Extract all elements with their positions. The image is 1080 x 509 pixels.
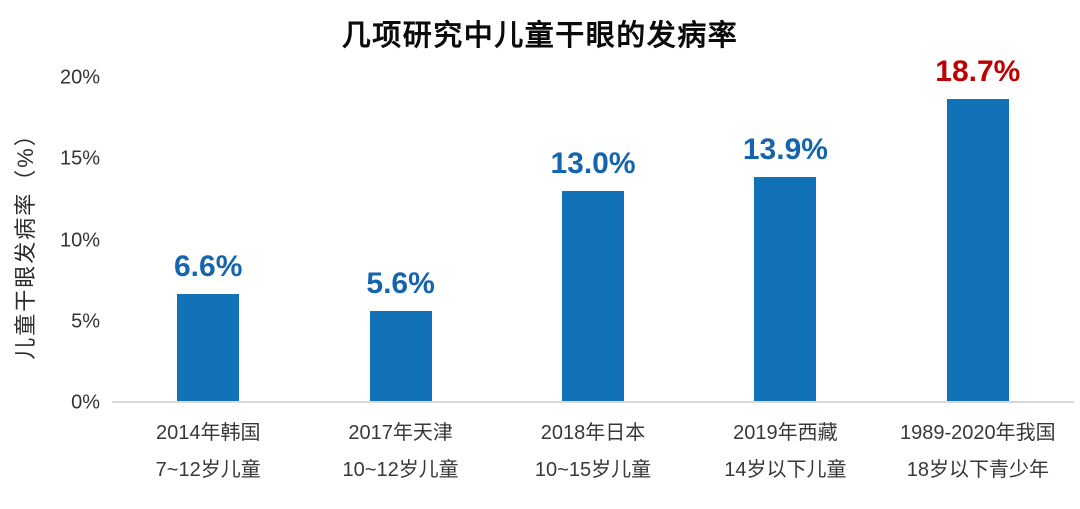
y-tick-label: 5% bbox=[71, 310, 100, 333]
x-axis-label: 2019年西藏 14岁以下儿童 bbox=[689, 415, 881, 489]
x-axis-label: 2017年天津 10~12岁儿童 bbox=[304, 415, 496, 489]
x-axis-label: 2014年韩国 7~12岁儿童 bbox=[112, 415, 304, 489]
x-axis-label: 2018年日本 10~15岁儿童 bbox=[497, 415, 689, 489]
x-axis-label-line1: 2014年韩国 bbox=[155, 422, 261, 444]
plot-area: 6.6% 5.6% 13.0% 13.9% 18.7% bbox=[112, 55, 1074, 403]
bar-value-label: 13.0% bbox=[550, 147, 636, 181]
bar-value-label: 18.7% bbox=[935, 55, 1021, 88]
bar-column: 13.0% bbox=[497, 78, 689, 401]
y-tick-label: 0% bbox=[71, 391, 100, 414]
bar bbox=[562, 191, 625, 401]
y-tick-label: 15% bbox=[59, 147, 100, 170]
bar bbox=[946, 99, 1009, 401]
x-axis-label-line1: 2019年西藏 bbox=[733, 422, 838, 444]
x-axis-label-line1: 1989-2020年我国 bbox=[900, 422, 1056, 444]
x-axis-label-line2: 18岁以下青少年 bbox=[906, 459, 1049, 481]
bar-column: 5.6% bbox=[304, 78, 496, 401]
y-axis-label-container: 儿童干眼发病率（%） bbox=[0, 78, 48, 403]
bar-value-label: 6.6% bbox=[174, 250, 243, 284]
x-axis-labels: 2014年韩国 7~12岁儿童 2017年天津 10~12岁儿童 2018年日本 10~1… bbox=[112, 415, 1074, 489]
x-axis-label-line2: 14岁以下儿童 bbox=[724, 459, 847, 481]
x-axis-label: 1989-2020年我国 18岁以下青少年 bbox=[882, 415, 1074, 489]
bar bbox=[177, 294, 240, 401]
plot-wrap: 6.6% 5.6% 13.0% 13.9% 18.7% 2014年韩国 7~12岁儿童 20… bbox=[112, 55, 1074, 489]
x-axis-label-line2: 10~12岁儿童 bbox=[342, 459, 459, 481]
y-axis-label: 儿童干眼发病率（%） bbox=[13, 121, 38, 360]
x-axis-label-line2: 10~15岁儿童 bbox=[534, 459, 652, 481]
bar-value-label: 5.6% bbox=[366, 266, 435, 300]
bar-value-label: 13.9% bbox=[742, 132, 828, 166]
y-tick-label: 10% bbox=[59, 229, 100, 251]
bar-column: 18.7% bbox=[882, 55, 1074, 401]
y-axis-ticks: 20% 15% 10% 5% 0% bbox=[48, 67, 112, 414]
x-axis-label-line1: 2017年天津 bbox=[348, 422, 453, 444]
chart-title: 几项研究中儿童干眼的发病率 bbox=[341, 20, 739, 52]
chart-area: 儿童干眼发病率（%） 20% 15% 10% 5% 0% 6.6% 5.6% 13.0% 13… bbox=[0, 55, 1080, 489]
bar-column: 13.9% bbox=[689, 78, 881, 401]
x-axis-label-line1: 2018年日本 bbox=[540, 422, 646, 444]
y-tick-label: 20% bbox=[59, 66, 100, 89]
bar bbox=[754, 176, 817, 401]
x-axis-label-line2: 7~12岁儿童 bbox=[155, 459, 261, 481]
bar bbox=[369, 310, 432, 401]
bar-column: 6.6% bbox=[112, 78, 304, 401]
